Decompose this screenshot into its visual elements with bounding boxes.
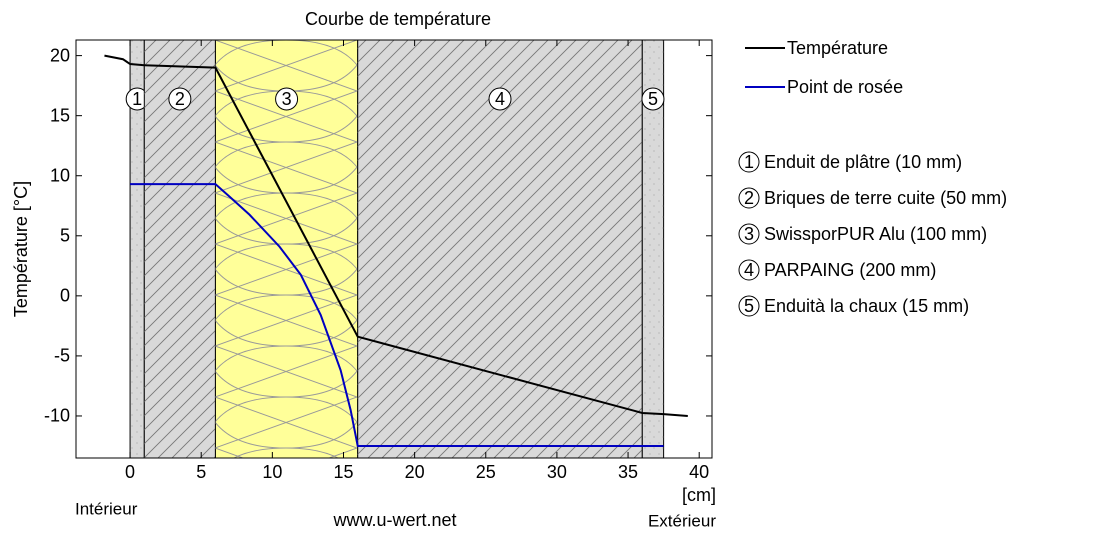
x-axis-label: [cm] [682, 485, 716, 505]
layer-number: 1 [132, 89, 142, 109]
layer-marker [275, 87, 299, 111]
layer-pattern [130, 40, 145, 458]
x-tick-label: 40 [689, 462, 709, 482]
x-tick-label: 25 [476, 462, 496, 482]
legend-number: 5 [744, 296, 754, 316]
legend-label: Température [787, 38, 888, 58]
y-tick-label: 15 [50, 105, 70, 125]
x-tick-label: 30 [547, 462, 567, 482]
x-tick-label: 20 [405, 462, 425, 482]
y-tick-label: 20 [50, 45, 70, 65]
x-tick-label: 10 [262, 462, 282, 482]
legend-marker [738, 151, 760, 173]
legend-label: PARPAING (200 mm) [764, 260, 936, 280]
x-tick-label: 5 [196, 462, 206, 482]
series-line [130, 183, 664, 447]
legend-number: 4 [744, 260, 754, 280]
legend-label: Point de rosée [787, 77, 903, 97]
layer-number: 3 [282, 89, 292, 109]
layer-marker [641, 87, 665, 111]
inside-label: Intérieur [75, 499, 138, 518]
outside-label: Extérieur [648, 511, 716, 530]
y-tick-label: -5 [54, 346, 70, 366]
layer-marker [168, 87, 192, 111]
source: www.u-wert.net [332, 510, 456, 530]
plot-frame [75, 39, 713, 459]
legend-marker [738, 295, 760, 317]
legend-marker [738, 187, 760, 209]
legend-label: Enduit de plâtre (10 mm) [764, 152, 962, 172]
legend-label: Briques de terre cuite (50 mm) [764, 188, 1007, 208]
layer-marker [488, 87, 512, 111]
legend-label: Enduità la chaux (15 mm) [764, 296, 969, 316]
y-tick-label: 0 [60, 286, 70, 306]
legend-marker [738, 259, 760, 281]
layer-number: 4 [495, 89, 505, 109]
layer-pattern [642, 40, 664, 458]
y-tick-label: 10 [50, 165, 70, 185]
series-line [104, 54, 688, 417]
layer-number: 2 [175, 89, 185, 109]
legend-marker [738, 223, 760, 245]
x-tick-label: 35 [618, 462, 638, 482]
x-tick-label: 15 [333, 462, 353, 482]
legend-number: 3 [744, 224, 754, 244]
layer-number: 5 [648, 89, 658, 109]
legend-number: 1 [744, 152, 754, 172]
y-axis-label: Température [°C] [11, 181, 31, 317]
x-tick-label: 0 [125, 462, 135, 482]
y-tick-label: 5 [60, 226, 70, 246]
legend-number: 2 [744, 188, 754, 208]
chart-title: Courbe de température [305, 9, 491, 29]
legend-label: SwissporPUR Alu (100 mm) [764, 224, 987, 244]
y-tick-label: -10 [44, 406, 70, 426]
